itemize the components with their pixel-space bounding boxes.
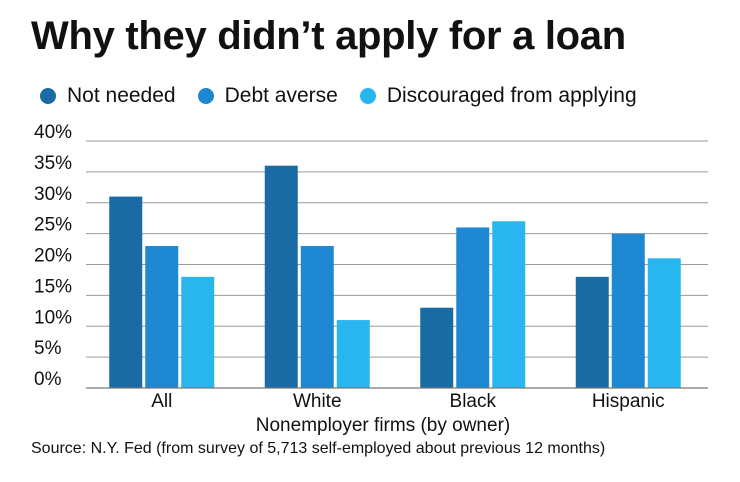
x-axis-label: Nonemployer firms (by owner) bbox=[256, 415, 510, 436]
bar-discouraged-from-applying-black bbox=[492, 221, 526, 388]
legend-swatch-discouraged bbox=[359, 88, 376, 104]
legend-swatch-not-needed bbox=[40, 88, 56, 104]
legend-item-not-needed: Not needed bbox=[40, 84, 176, 108]
y-tick-label: 40% bbox=[34, 122, 72, 143]
y-tick-label: 35% bbox=[34, 153, 72, 174]
x-tick-label: Black bbox=[450, 391, 497, 412]
bar-discouraged-from-applying-hispanic bbox=[647, 258, 681, 388]
bar-not-needed-all bbox=[109, 196, 143, 388]
bar-debt-averse-hispanic bbox=[611, 233, 645, 388]
bar-discouraged-from-applying-white bbox=[336, 320, 370, 388]
legend-label-not-needed: Not needed bbox=[67, 84, 176, 107]
y-tick-label: 15% bbox=[34, 276, 72, 297]
bar-debt-averse-all bbox=[145, 245, 179, 388]
y-tick-label: 20% bbox=[34, 246, 72, 267]
y-tick-label: 0% bbox=[34, 369, 62, 390]
x-tick-label: White bbox=[293, 391, 342, 412]
bar-discouraged-from-applying-all bbox=[181, 276, 215, 388]
y-tick-label: 5% bbox=[34, 338, 62, 359]
legend-item-discouraged: Discouraged from applying bbox=[359, 84, 637, 108]
chart-title: Why they didn’t apply for a loan bbox=[31, 14, 626, 58]
legend-label-discouraged: Discouraged from applying bbox=[386, 84, 637, 107]
source-note: Source: N.Y. Fed (from survey of 5,713 s… bbox=[31, 440, 606, 457]
legend: Not needed Debt averse Discouraged from … bbox=[40, 84, 659, 108]
legend-swatch-debt-averse bbox=[197, 88, 214, 104]
bar-not-needed-black bbox=[420, 307, 454, 388]
bar-debt-averse-black bbox=[456, 227, 490, 388]
x-tick-label: Hispanic bbox=[592, 391, 665, 412]
bar-debt-averse-white bbox=[300, 245, 334, 388]
legend-label-debt-averse: Debt averse bbox=[224, 84, 338, 107]
y-tick-label: 25% bbox=[34, 215, 72, 236]
bar-not-needed-white bbox=[264, 165, 298, 388]
bar-not-needed-hispanic bbox=[575, 276, 609, 388]
y-tick-label: 10% bbox=[34, 307, 72, 328]
legend-item-debt-averse: Debt averse bbox=[197, 84, 338, 108]
y-tick-label: 30% bbox=[34, 184, 72, 205]
x-tick-label: All bbox=[151, 391, 172, 412]
